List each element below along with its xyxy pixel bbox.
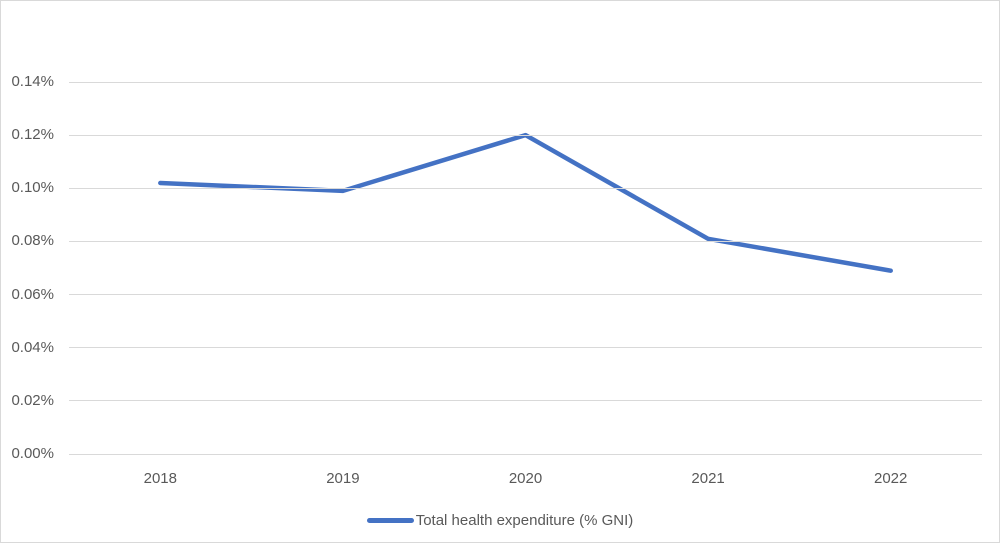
y-axis-tick-label: 0.10% (11, 179, 54, 197)
legend-label: Total health expenditure (% GNI) (415, 511, 634, 529)
x-axis-tick-label: 2020 (508, 470, 543, 487)
legend: Total health expenditure (% GNI) (1, 510, 999, 530)
gridline (69, 294, 982, 296)
x-axis-tick-label: 2022 (874, 470, 908, 487)
gridline (69, 81, 982, 83)
gridline (69, 347, 982, 349)
y-axis-tick-label: 0.02% (11, 391, 54, 409)
y-axis-tick-label: 0.14% (11, 73, 54, 90)
series-line (158, 132, 893, 273)
x-axis-tick-label: 2019 (326, 470, 360, 487)
x-axis-tick-label: 2021 (691, 470, 725, 487)
gridline (69, 453, 982, 455)
y-axis-tick-label: 0.08% (11, 232, 54, 250)
y-axis-tick-label: 0.00% (11, 445, 54, 462)
gridline (69, 400, 982, 402)
legend-line-marker (366, 517, 414, 523)
gridline (69, 240, 982, 242)
gridline (69, 134, 982, 136)
y-axis-tick-label: 0.06% (11, 285, 54, 303)
y-axis-tick-label: 0.12% (11, 126, 54, 144)
y-axis-tick-label: 0.04% (11, 338, 54, 356)
x-axis-tick-label: 2018 (143, 470, 177, 487)
gridline (69, 187, 982, 189)
